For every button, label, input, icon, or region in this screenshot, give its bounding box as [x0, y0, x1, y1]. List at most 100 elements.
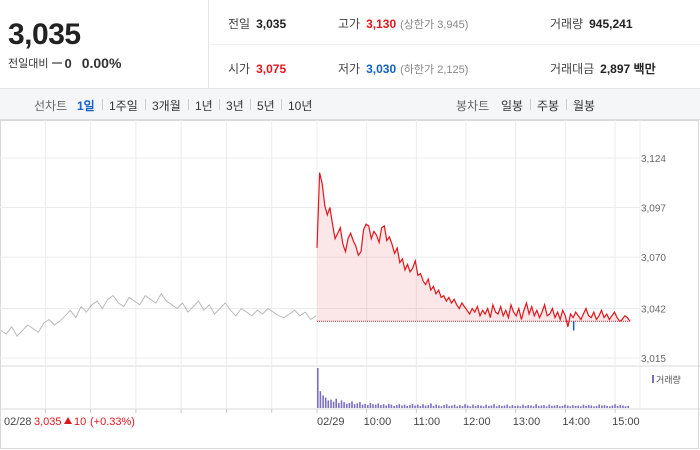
volume-bar [490, 405, 493, 408]
volume-bar [330, 399, 332, 408]
change-row: 전일대비 0 0.00% [8, 55, 121, 71]
volume-bar [466, 405, 469, 408]
volume-bar [403, 404, 406, 408]
volume-bar [622, 405, 624, 408]
today-line [316, 172, 631, 327]
volume-bar [485, 404, 487, 408]
period-1y-button[interactable]: 1년 [195, 99, 213, 113]
volume-bar [477, 405, 479, 408]
volume-bar [382, 404, 385, 408]
candle-monthly-button[interactable]: 월봉 [573, 99, 596, 113]
volume-value: 945,241 [589, 17, 633, 31]
chart-grid [0, 120, 700, 449]
volume-bar [459, 405, 461, 408]
volume-legend-label: 거래량 [656, 374, 681, 385]
volume-bar [443, 405, 445, 408]
volume-bar [548, 404, 551, 408]
volume-bar [472, 404, 474, 408]
unchanged-icon [52, 62, 63, 64]
volume-bar [532, 406, 535, 408]
high-label: 고가 [338, 17, 361, 31]
volume-bar [601, 405, 603, 408]
volume-bar [401, 405, 403, 408]
volume-legend: 거래량 [652, 374, 681, 385]
y-axis-ticks: 3,124 3,097 3,070 3,042 3,015 [641, 154, 666, 365]
volume-bar [372, 404, 374, 408]
volume-bar [506, 404, 508, 408]
volume-bar [340, 400, 343, 408]
volume-bar [501, 405, 503, 408]
volume-bar [422, 404, 424, 408]
volume-label: 거래량 [550, 17, 584, 31]
period-1w-button[interactable]: 1주일 [109, 99, 138, 113]
period-10y-button[interactable]: 10년 [288, 99, 313, 113]
divider [530, 99, 531, 110]
candle-weekly-button[interactable]: 주봉 [537, 99, 560, 113]
volume-bar [566, 405, 569, 408]
volume-bar [522, 404, 524, 408]
volume-bar [377, 403, 380, 408]
prev-close-label: 전일 [228, 17, 251, 31]
price-summary: 3,035 전일대비 0 0.00% [0, 0, 209, 88]
volume-bar [448, 405, 451, 408]
divider [219, 99, 220, 110]
stat-low: 저가 3,030 (하한가 2,125) [338, 60, 468, 77]
volume-bar [380, 405, 382, 408]
volume-bar [551, 405, 553, 408]
divider [102, 99, 103, 110]
volume-bar [619, 405, 622, 408]
volume-bar [580, 406, 582, 408]
volume-bar [593, 406, 595, 408]
volume-bar [364, 403, 366, 408]
volume-bar [527, 405, 529, 408]
divider [281, 99, 282, 110]
x-tick-label: 10:00 [364, 416, 392, 428]
volume-bar [338, 402, 340, 408]
volume-bar [361, 404, 364, 408]
divider [188, 99, 189, 110]
volume-bar [569, 406, 572, 408]
volume-bar [493, 404, 495, 408]
lower-limit: (하한가 2,125) [400, 64, 469, 76]
volume-bar [367, 405, 369, 408]
volume-bar [590, 405, 593, 408]
period-1d-button[interactable]: 1일 [77, 99, 95, 113]
volume-bar [611, 405, 614, 408]
volume-bar [543, 405, 545, 408]
volume-bar [482, 406, 485, 408]
volume-bar [530, 405, 532, 408]
volume-bar [385, 405, 387, 408]
volume-bar [430, 403, 432, 408]
candle-daily-button[interactable]: 일봉 [501, 99, 524, 113]
volume-bar [369, 402, 372, 408]
volume-bar [388, 403, 390, 408]
period-3y-button[interactable]: 3년 [226, 99, 244, 113]
row-divider [208, 44, 700, 45]
volume-bar [461, 405, 464, 408]
up-triangle-icon [64, 417, 72, 424]
volume-bar [614, 404, 616, 408]
volume-bar [514, 405, 516, 408]
volume-bar [488, 405, 490, 408]
volume-bars [317, 368, 629, 408]
volume-bar [351, 401, 353, 408]
volume-bar [345, 403, 348, 408]
period-3m-button[interactable]: 3개월 [152, 99, 181, 113]
prev-day-line [0, 292, 317, 337]
y-tick-label: 3,124 [641, 154, 666, 165]
volume-bar [374, 404, 377, 408]
volume-bar [356, 403, 359, 408]
prev-close-value: 3,035 [256, 17, 287, 31]
stat-high: 고가 3,130 (상한가 3,945) [338, 15, 468, 32]
volume-bar [585, 405, 587, 408]
volume-bar [469, 406, 472, 408]
quote-header: 3,035 전일대비 0 0.00% 전일 3,035 고가 3,130 (상한가 3… [0, 0, 700, 89]
period-5y-button[interactable]: 5년 [257, 99, 275, 113]
volume-bar [606, 405, 608, 408]
volume-bar [537, 405, 540, 408]
prev-day-change: 10 [74, 416, 86, 428]
volume-legend-swatch [652, 375, 654, 383]
volume-bar [603, 405, 606, 408]
volume-bar [511, 405, 514, 408]
change-label: 전일대비 [8, 58, 49, 70]
